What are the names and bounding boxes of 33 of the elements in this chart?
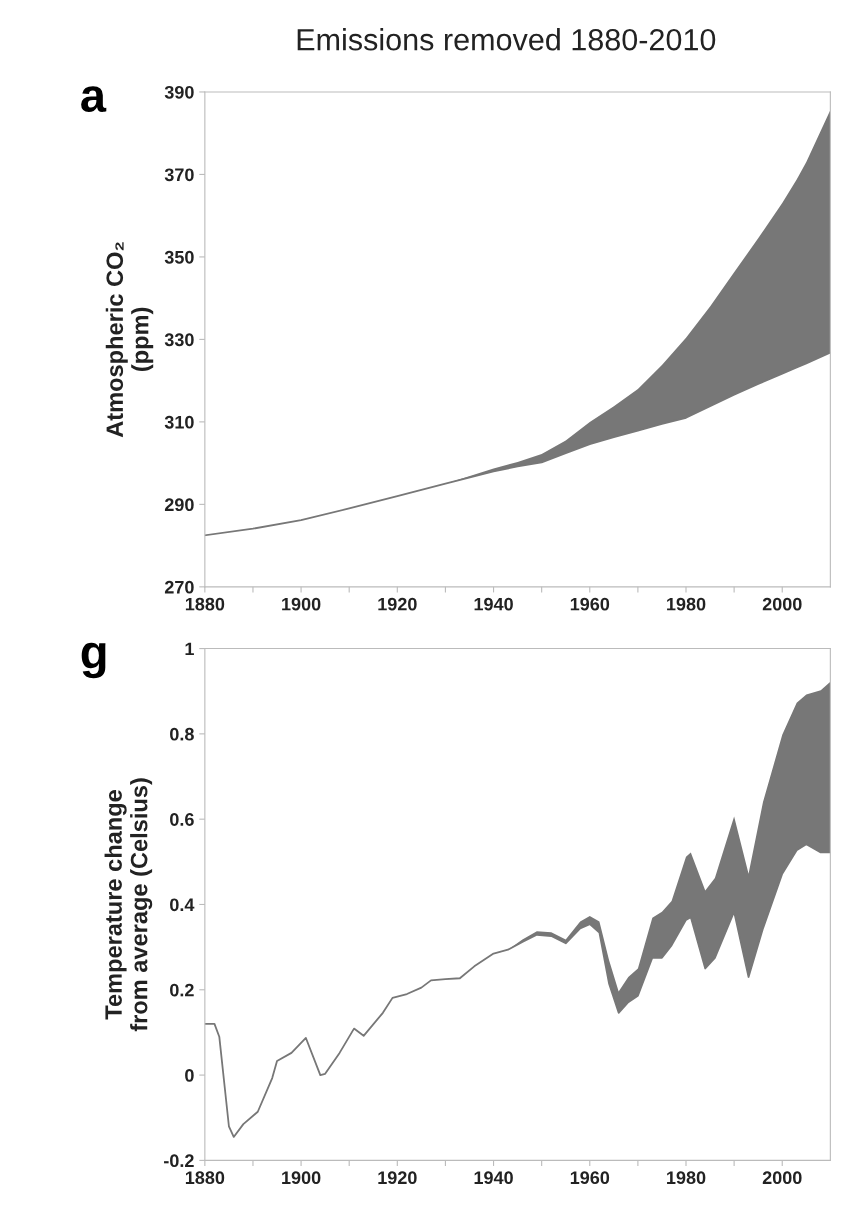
y-tick-label: 390 bbox=[164, 85, 194, 99]
y-tick-label: 310 bbox=[164, 415, 194, 429]
x-tick-label: 1920 bbox=[378, 1171, 417, 1185]
x-tick-label: 2000 bbox=[762, 1171, 802, 1185]
x-tick-label: 1880 bbox=[185, 597, 225, 611]
y-tick-label: 0.8 bbox=[170, 727, 194, 741]
x-tick-label: 1980 bbox=[667, 597, 706, 611]
y-tick-label: 370 bbox=[164, 168, 194, 182]
y-tick-label: 0.4 bbox=[170, 898, 195, 912]
y-tick-label: 0 bbox=[185, 1069, 194, 1082]
y-tick-label: 350 bbox=[164, 250, 194, 264]
y-tick-label: 270 bbox=[164, 580, 194, 594]
y-tick-label: 1 bbox=[185, 642, 194, 656]
x-tick-label: 2000 bbox=[762, 597, 802, 611]
y-axis-title: Temperature change from average (Celsius) bbox=[104, 778, 153, 1032]
text: a bbox=[81, 86, 107, 113]
text: g bbox=[81, 642, 106, 679]
y-tick-label: 330 bbox=[164, 333, 194, 347]
x-tick-label: 1900 bbox=[282, 1171, 321, 1185]
y-tick-label: -0.2 bbox=[164, 1154, 194, 1168]
y-tick-label: 0.6 bbox=[170, 813, 194, 826]
x-tick-label: 1940 bbox=[474, 1171, 513, 1185]
x-tick-label: 1980 bbox=[667, 1171, 706, 1185]
y-tick-label: 0.2 bbox=[170, 983, 194, 997]
x-tick-label: 1900 bbox=[282, 597, 321, 611]
y-axis-title: Atmospheric CO₂ (ppm) bbox=[105, 242, 154, 438]
x-tick-label: 1960 bbox=[570, 1171, 610, 1185]
chart-title: Emissions removed 1880-2010 bbox=[297, 28, 716, 51]
x-tick-label: 1940 bbox=[474, 597, 513, 611]
x-tick-label: 1920 bbox=[378, 597, 417, 611]
y-tick-label: 290 bbox=[164, 498, 194, 512]
x-tick-label: 1880 bbox=[185, 1171, 225, 1185]
x-tick-label: 1960 bbox=[570, 597, 610, 611]
